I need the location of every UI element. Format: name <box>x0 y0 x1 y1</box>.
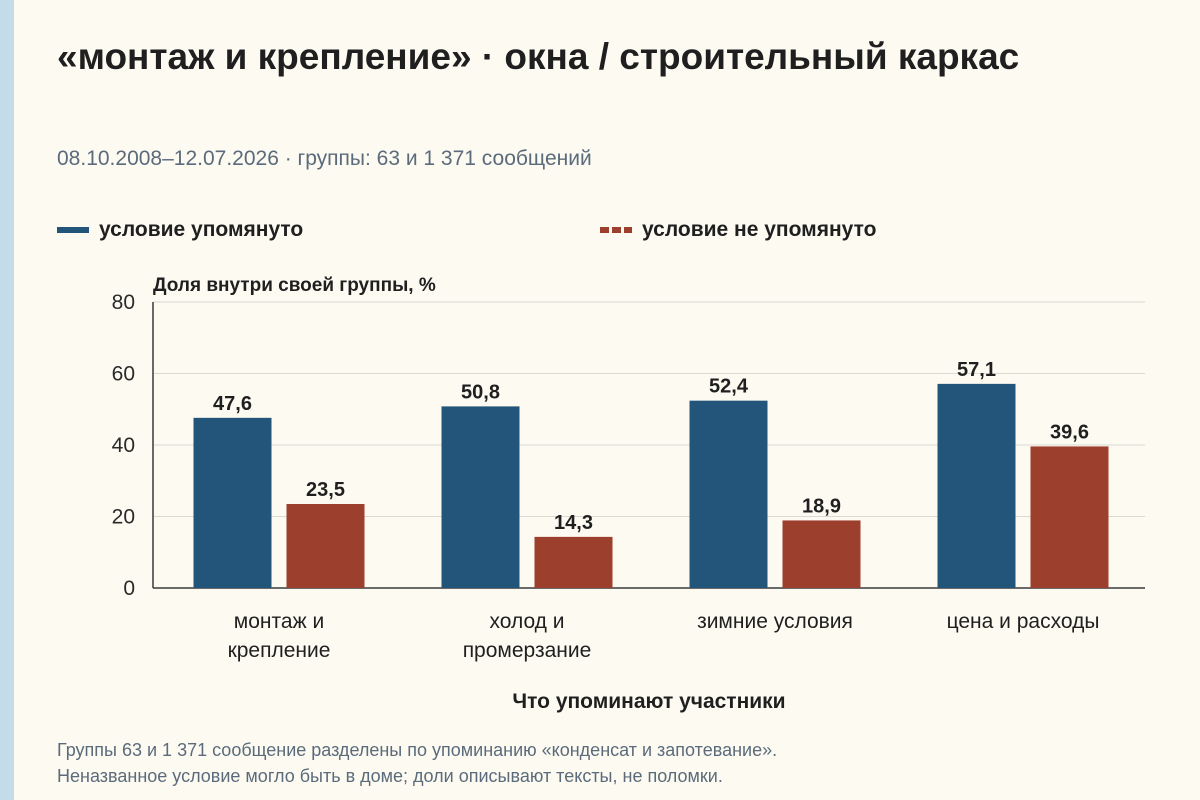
bar-not-mentioned <box>1030 446 1109 588</box>
y-tick-label: 60 <box>112 363 135 386</box>
y-tick-label: 20 <box>112 506 135 529</box>
bar-mentioned <box>193 417 272 588</box>
footnote-line-2: Неназванное условие могло быть в доме; д… <box>57 766 723 786</box>
value-label-mentioned: 50,8 <box>461 381 500 403</box>
value-label-mentioned: 57,1 <box>957 359 996 381</box>
value-label-mentioned: 52,4 <box>709 376 749 398</box>
legend-swatch-mentioned <box>57 227 89 233</box>
legend-label-mentioned: условие упомянуто <box>99 218 304 241</box>
x-category-label: крепление <box>228 639 331 662</box>
x-category-label: монтаж и <box>234 610 324 633</box>
bar-mentioned <box>689 400 768 588</box>
value-label-not-mentioned: 18,9 <box>802 495 841 517</box>
y-axis-title: Доля внутри своей группы, % <box>153 275 436 296</box>
chart-title: «монтаж и крепление» · окна / строительн… <box>57 36 1020 77</box>
y-tick-label: 80 <box>112 291 135 314</box>
bar-mentioned <box>937 383 1016 588</box>
x-category-label: промерзание <box>463 639 592 662</box>
footnote-line-1: Группы 63 и 1 371 сообщение разделены по… <box>57 740 778 760</box>
x-axis-title: Что упоминают участники <box>512 690 785 713</box>
value-label-not-mentioned: 39,6 <box>1050 421 1089 443</box>
value-label-not-mentioned: 23,5 <box>306 479 345 501</box>
bar-chart: 0 20 40 60 80 47,6 23,5 монтаж и крепление 50,8 14… <box>112 275 1145 713</box>
legend-label-not-mentioned: условие не упомянуто <box>642 218 877 241</box>
chart-labels: 0 20 40 60 80 47,6 23,5 монтаж и крепление 50,8 14… <box>112 291 1100 662</box>
bar-not-mentioned <box>782 520 861 588</box>
legend-swatch-not-mentioned <box>600 227 632 233</box>
bar-mentioned <box>441 406 520 588</box>
footnote: Группы 63 и 1 371 сообщение разделены по… <box>57 737 1157 789</box>
value-label-not-mentioned: 14,3 <box>554 512 593 534</box>
side-accent-strip <box>0 0 14 800</box>
x-category-label: зимние условия <box>697 610 853 633</box>
bars <box>193 383 1109 588</box>
chart-subtitle: 08.10.2008–12.07.2026 · группы: 63 и 1 3… <box>57 147 592 170</box>
value-label-mentioned: 47,6 <box>213 393 252 415</box>
bar-not-mentioned <box>286 503 365 588</box>
x-category-label: цена и расходы <box>947 610 1100 633</box>
legend-item-mentioned: условие упомянуто <box>57 218 303 242</box>
y-tick-label: 40 <box>112 434 135 457</box>
x-category-label: холод и <box>489 610 564 633</box>
y-tick-label: 0 <box>123 577 135 600</box>
bar-not-mentioned <box>534 536 613 588</box>
legend-item-not-mentioned: условие не упомянуто <box>600 218 876 242</box>
